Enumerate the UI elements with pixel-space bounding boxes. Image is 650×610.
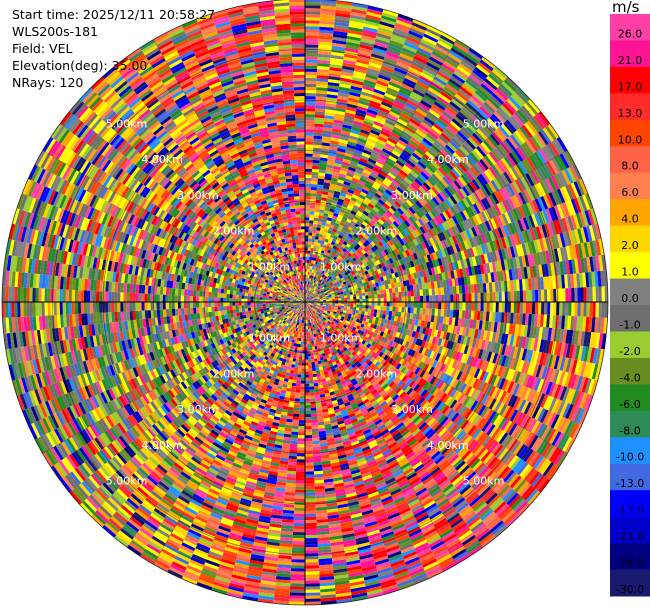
field-text: Field: VEL	[12, 41, 73, 56]
range-ring-label: 5.00km	[463, 118, 505, 131]
range-ring-label: 2.00km	[213, 367, 255, 380]
ray-spoke	[42, 150, 306, 303]
elevation-text: Elevation(deg): 35.00	[12, 58, 148, 73]
range-rings	[1, 0, 609, 606]
range-ring-label: 2.00km	[213, 225, 255, 238]
ray-spoke	[304, 301, 457, 565]
ray-spoke	[42, 301, 306, 454]
velocity-bins	[2, 0, 608, 605]
ray-grid	[2, 0, 608, 605]
range-ring-label: 1.00km	[320, 332, 362, 345]
range-ring-label: 5.00km	[106, 475, 148, 488]
range-ring-label: 3.00km	[391, 189, 433, 202]
ray-spoke	[304, 150, 568, 303]
ray-spoke	[153, 39, 306, 303]
range-ring-label: 4.00km	[427, 439, 469, 452]
range-ring-label: 3.00km	[177, 403, 219, 416]
range-ring-label: 2.00km	[356, 225, 398, 238]
range-ring-label: 5.00km	[106, 118, 148, 131]
start-time-text: Start time: 2025/12/11 20:58:27	[12, 7, 216, 22]
range-ring-label: 4.00km	[427, 153, 469, 166]
range-ring-label: 4.00km	[141, 439, 183, 452]
range-ring-label: 1.00km	[249, 260, 291, 273]
ray-spoke	[304, 39, 457, 303]
ray-spoke	[304, 301, 568, 454]
range-ring-label: 4.00km	[141, 153, 183, 166]
range-ring-label: 3.00km	[177, 189, 219, 202]
scan-info: Start time: 2025/12/11 20:58:27 WLS200s-…	[12, 6, 215, 91]
colorbar-units: m/s	[612, 0, 640, 16]
range-ring-labels: 1.00km 1.00km 1.00km 1.00km 2.00km 2.00km 2.00…	[106, 118, 505, 488]
range-ring-label: 5.00km	[463, 475, 505, 488]
station-text: WLS200s-181	[12, 24, 98, 39]
ray-spoke	[153, 301, 306, 565]
range-ring-label: 1.00km	[249, 332, 291, 345]
range-ring-label: 2.00km	[356, 367, 398, 380]
range-ring-label: 3.00km	[391, 403, 433, 416]
range-ring-label: 1.00km	[320, 260, 362, 273]
nrays-text: NRays: 120	[12, 75, 84, 90]
